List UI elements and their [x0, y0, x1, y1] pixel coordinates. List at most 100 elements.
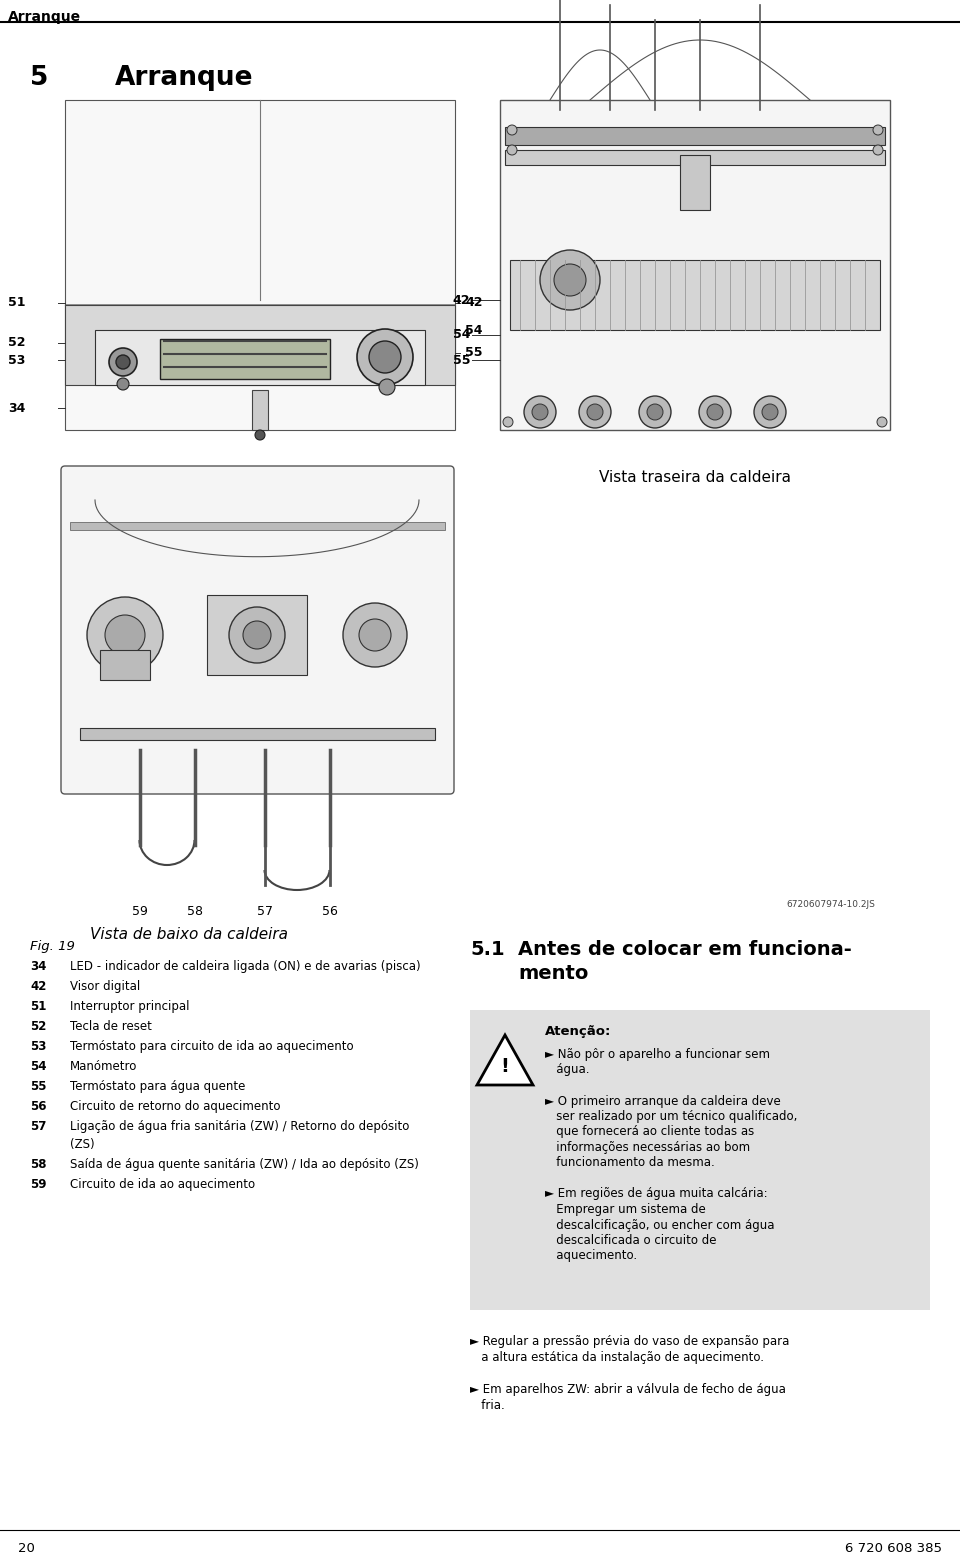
Text: 42: 42: [30, 980, 46, 994]
Text: mento: mento: [518, 964, 588, 983]
Text: 53: 53: [8, 353, 25, 367]
Text: Tecla de reset: Tecla de reset: [70, 1020, 152, 1033]
Bar: [160, 339, 330, 379]
Circle shape: [699, 397, 731, 428]
Text: 57: 57: [257, 905, 273, 917]
Text: 51: 51: [8, 297, 26, 309]
Polygon shape: [65, 305, 455, 325]
Text: ► Em aparelhos ZW: abrir a válvula de fecho de água: ► Em aparelhos ZW: abrir a válvula de fe…: [470, 1382, 786, 1396]
Circle shape: [762, 404, 778, 420]
Text: ► Em regiões de água muita calcária:: ► Em regiões de água muita calcária:: [545, 1188, 768, 1200]
Circle shape: [116, 355, 130, 369]
Text: (ZS): (ZS): [70, 1138, 95, 1151]
Text: 58: 58: [30, 1158, 46, 1171]
Text: 53: 53: [30, 1040, 46, 1053]
Circle shape: [243, 620, 271, 648]
Circle shape: [873, 124, 883, 135]
Text: Empregar um sistema de: Empregar um sistema de: [545, 1204, 706, 1216]
Circle shape: [369, 341, 401, 373]
Text: 59: 59: [132, 905, 148, 917]
Circle shape: [379, 379, 395, 395]
Circle shape: [524, 397, 556, 428]
Text: 51: 51: [30, 1000, 46, 1012]
Text: funcionamento da mesma.: funcionamento da mesma.: [545, 1157, 715, 1169]
Circle shape: [587, 404, 603, 420]
Text: 54: 54: [465, 323, 483, 336]
Text: Interruptor principal: Interruptor principal: [70, 1000, 189, 1012]
Text: 5: 5: [30, 65, 48, 92]
Bar: [100, 650, 150, 680]
Text: Vista traseira da caldeira: Vista traseira da caldeira: [599, 470, 791, 485]
Text: Manómetro: Manómetro: [70, 1061, 137, 1073]
Text: Vista de baixo da caldeira: Vista de baixo da caldeira: [90, 927, 288, 942]
Circle shape: [109, 348, 137, 376]
Bar: [510, 260, 880, 330]
Bar: [680, 156, 710, 210]
Text: a altura estática da instalação de aquecimento.: a altura estática da instalação de aquec…: [470, 1351, 764, 1364]
Text: !: !: [500, 1056, 510, 1076]
Bar: [65, 305, 455, 386]
Bar: [505, 128, 885, 145]
Text: 55: 55: [452, 353, 470, 367]
Circle shape: [357, 330, 413, 386]
Text: 20: 20: [18, 1543, 35, 1555]
Text: Fig. 19: Fig. 19: [30, 941, 75, 953]
Text: Antes de colocar em funciona-: Antes de colocar em funciona-: [518, 941, 852, 959]
Text: Arranque: Arranque: [8, 9, 82, 23]
Text: Circuito de retorno do aquecimento: Circuito de retorno do aquecimento: [70, 1099, 280, 1113]
Bar: [80, 728, 435, 740]
Bar: [500, 100, 890, 431]
Circle shape: [540, 250, 600, 309]
Circle shape: [639, 397, 671, 428]
Circle shape: [554, 264, 586, 295]
Polygon shape: [477, 1036, 533, 1085]
Text: Circuito de ida ao aquecimento: Circuito de ida ao aquecimento: [70, 1179, 255, 1191]
Text: ► Regular a pressão prévia do vaso de expansão para: ► Regular a pressão prévia do vaso de ex…: [470, 1336, 789, 1348]
Text: LED - indicador de caldeira ligada (ON) e de avarias (pisca): LED - indicador de caldeira ligada (ON) …: [70, 959, 420, 973]
Bar: [505, 149, 885, 165]
Bar: [70, 522, 445, 530]
Circle shape: [105, 614, 145, 655]
Text: água.: água.: [545, 1064, 589, 1076]
Circle shape: [754, 397, 786, 428]
Text: 42: 42: [465, 297, 483, 309]
Text: Atenção:: Atenção:: [545, 1025, 612, 1039]
Circle shape: [87, 597, 163, 673]
Bar: [65, 100, 455, 431]
FancyBboxPatch shape: [61, 466, 454, 795]
Text: 55: 55: [30, 1081, 46, 1093]
Text: 34: 34: [30, 959, 46, 973]
Circle shape: [507, 145, 517, 156]
Text: 54: 54: [30, 1061, 46, 1073]
Circle shape: [343, 603, 407, 667]
Bar: [252, 390, 268, 431]
Text: 34: 34: [8, 401, 25, 415]
Text: descalcificada o circuito de: descalcificada o circuito de: [545, 1235, 716, 1247]
Text: Visor digital: Visor digital: [70, 980, 140, 994]
Text: 56: 56: [30, 1099, 46, 1113]
Text: 52: 52: [30, 1020, 46, 1033]
Text: ser realizado por um técnico qualificado,: ser realizado por um técnico qualificado…: [545, 1110, 798, 1123]
Text: ► O primeiro arranque da caldeira deve: ► O primeiro arranque da caldeira deve: [545, 1095, 780, 1107]
Text: 58: 58: [187, 905, 203, 917]
Text: Arranque: Arranque: [115, 65, 253, 92]
Text: Saída de água quente sanitária (ZW) / Ida ao depósito (ZS): Saída de água quente sanitária (ZW) / Id…: [70, 1158, 419, 1171]
Circle shape: [255, 431, 265, 440]
Text: 56: 56: [322, 905, 338, 917]
Text: 57: 57: [30, 1120, 46, 1134]
Circle shape: [647, 404, 663, 420]
Text: aquecimento.: aquecimento.: [545, 1250, 637, 1263]
Text: que fornecerá ao cliente todas as: que fornecerá ao cliente todas as: [545, 1126, 755, 1138]
Bar: [95, 330, 425, 386]
Text: 42: 42: [452, 294, 470, 306]
Text: 59: 59: [30, 1179, 46, 1191]
Text: 6 720 608 385: 6 720 608 385: [845, 1543, 942, 1555]
Text: Ligação de água fria sanitária (ZW) / Retorno do depósito: Ligação de água fria sanitária (ZW) / Re…: [70, 1120, 409, 1134]
Text: informações necessárias ao bom: informações necessárias ao bom: [545, 1141, 750, 1154]
Text: 54: 54: [452, 328, 470, 342]
Text: Termóstato para água quente: Termóstato para água quente: [70, 1081, 246, 1093]
Circle shape: [707, 404, 723, 420]
Circle shape: [117, 378, 129, 390]
Text: ► Não pôr o aparelho a funcionar sem: ► Não pôr o aparelho a funcionar sem: [545, 1048, 770, 1061]
Circle shape: [532, 404, 548, 420]
